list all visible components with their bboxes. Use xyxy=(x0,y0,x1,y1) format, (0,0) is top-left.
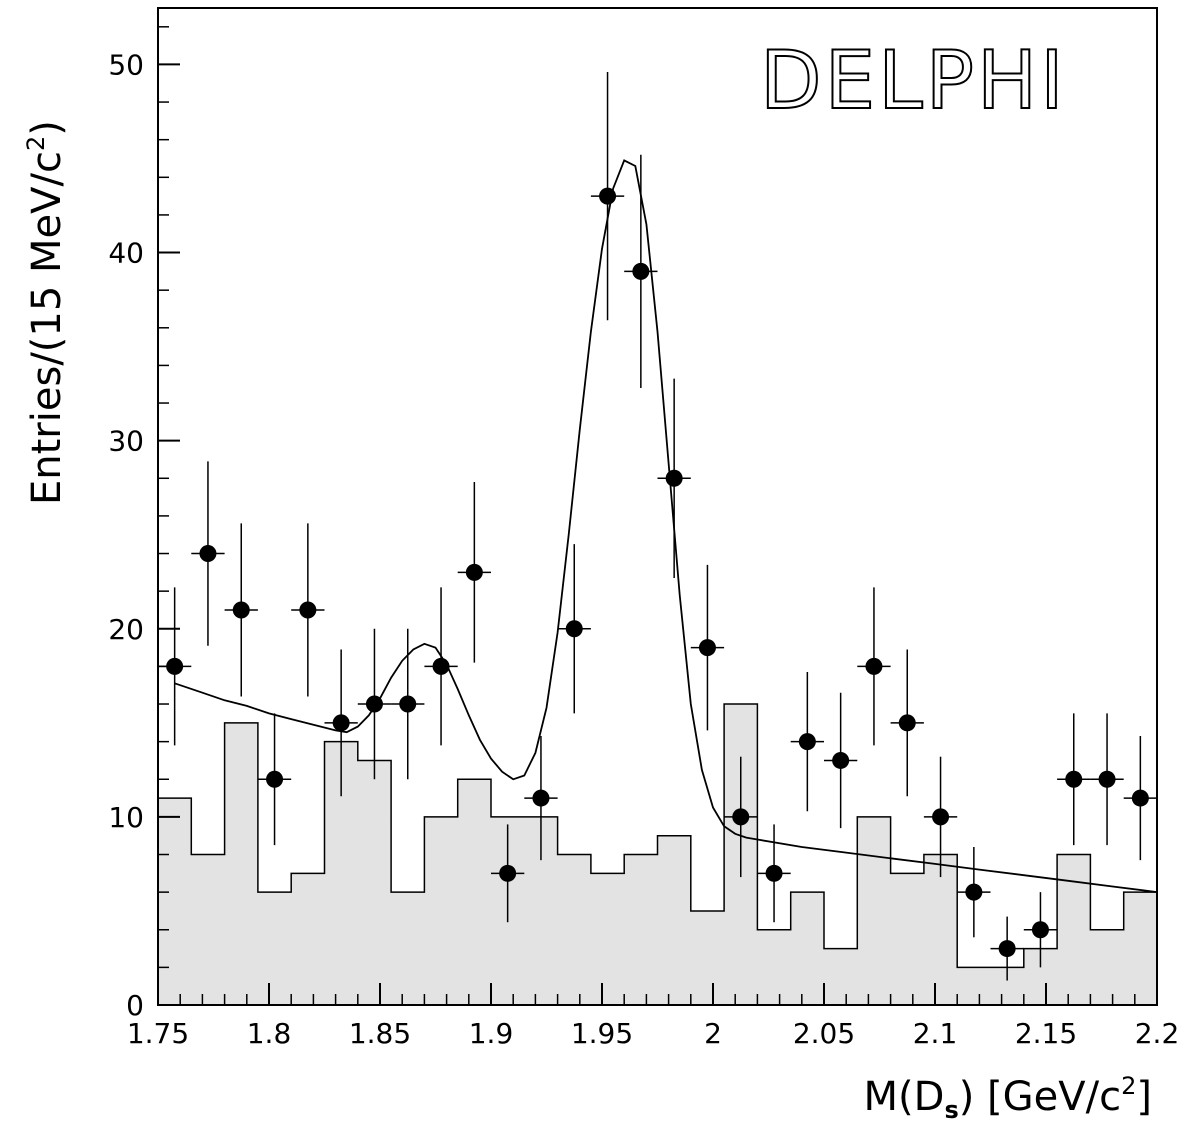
data-point xyxy=(957,846,991,938)
y-tick-label: 0 xyxy=(126,989,144,1022)
tick-labels: 1.75 1.8 1.85 1.9 1.95 2 2.05 2.1 2.15 2.2 0 10 20 30… xyxy=(108,48,1179,1050)
data-marker xyxy=(1031,921,1049,939)
data-point xyxy=(457,482,491,663)
plot-frame xyxy=(157,7,1158,1006)
data-marker xyxy=(765,864,783,882)
data-point xyxy=(557,544,591,714)
data-point xyxy=(1090,713,1124,846)
data-point xyxy=(857,587,891,746)
data-marker xyxy=(965,883,983,901)
data-point xyxy=(491,824,525,923)
data-marker xyxy=(465,563,483,581)
data-point xyxy=(590,71,625,321)
data-marker xyxy=(499,864,517,882)
data-marker xyxy=(565,620,583,638)
y-axis-title: Entries/(15 MeV/c2) xyxy=(22,120,70,505)
y-tick-label: 20 xyxy=(108,613,144,646)
data-marker xyxy=(798,733,816,751)
data-point xyxy=(257,713,292,846)
data-point xyxy=(890,649,924,797)
x-tick-label: 1.95 xyxy=(571,1017,633,1050)
x-tick-label: 2 xyxy=(704,1017,722,1050)
data-marker xyxy=(932,808,950,826)
data-point xyxy=(724,756,758,878)
x-tick-label: 1.9 xyxy=(469,1017,514,1050)
data-point xyxy=(690,564,725,731)
data-marker xyxy=(332,714,350,732)
x-tick-label: 2.05 xyxy=(793,1017,855,1050)
y-tick-label: 10 xyxy=(108,801,144,834)
axis-ticks xyxy=(157,26,1158,1006)
data-point xyxy=(291,523,325,697)
x-axis-title: M(Ds) [GeV/c2] xyxy=(864,1072,1152,1124)
data-marker xyxy=(665,469,683,487)
data-point xyxy=(424,587,458,746)
data-point xyxy=(158,587,192,746)
x-tick-label: 2.1 xyxy=(913,1017,958,1050)
data-marker xyxy=(532,789,550,807)
data-point xyxy=(224,523,258,697)
data-marker xyxy=(998,940,1016,958)
data-marker xyxy=(266,770,284,788)
data-marker xyxy=(732,808,750,826)
data-point xyxy=(923,756,958,878)
data-point xyxy=(357,628,392,780)
data-point xyxy=(324,649,358,797)
data-marker xyxy=(399,695,417,713)
y-tick-label: 30 xyxy=(108,425,144,458)
data-marker xyxy=(632,262,650,280)
data-marker xyxy=(432,657,450,675)
data-point xyxy=(757,824,791,923)
data-point xyxy=(524,735,558,861)
data-point xyxy=(191,461,225,646)
histogram-area xyxy=(157,703,1158,1006)
data-points-layer xyxy=(158,71,1157,981)
x-tick-label: 1.85 xyxy=(349,1017,411,1050)
data-point xyxy=(657,378,691,578)
data-point xyxy=(790,672,824,812)
data-marker xyxy=(1131,789,1149,807)
delphi-logo: DELPHI xyxy=(760,34,1067,127)
data-point xyxy=(391,628,425,780)
y-tick-label: 40 xyxy=(108,237,144,270)
data-point xyxy=(624,154,658,388)
data-point xyxy=(990,916,1024,981)
x-tick-label: 2.15 xyxy=(1015,1017,1077,1050)
data-point xyxy=(1023,892,1058,968)
data-marker xyxy=(1065,770,1083,788)
data-marker xyxy=(365,695,383,713)
data-marker xyxy=(299,601,317,619)
data-point xyxy=(1057,713,1091,846)
background-histogram xyxy=(157,703,1158,1006)
y-tick-label: 50 xyxy=(108,48,144,81)
x-tick-label: 2.2 xyxy=(1135,1017,1180,1050)
data-marker xyxy=(599,187,617,205)
data-marker xyxy=(832,751,850,769)
data-marker xyxy=(865,657,883,675)
data-point xyxy=(1123,735,1157,861)
data-marker xyxy=(1098,770,1116,788)
x-tick-label: 1.8 xyxy=(247,1017,292,1050)
data-marker xyxy=(199,545,217,563)
data-marker xyxy=(698,639,716,657)
x-tick-label: 1.75 xyxy=(127,1017,189,1050)
data-marker xyxy=(232,601,250,619)
fit-curve-layer xyxy=(174,159,1158,893)
data-point xyxy=(824,692,858,829)
data-marker xyxy=(166,657,184,675)
fit-curve xyxy=(174,159,1158,893)
data-marker xyxy=(898,714,916,732)
